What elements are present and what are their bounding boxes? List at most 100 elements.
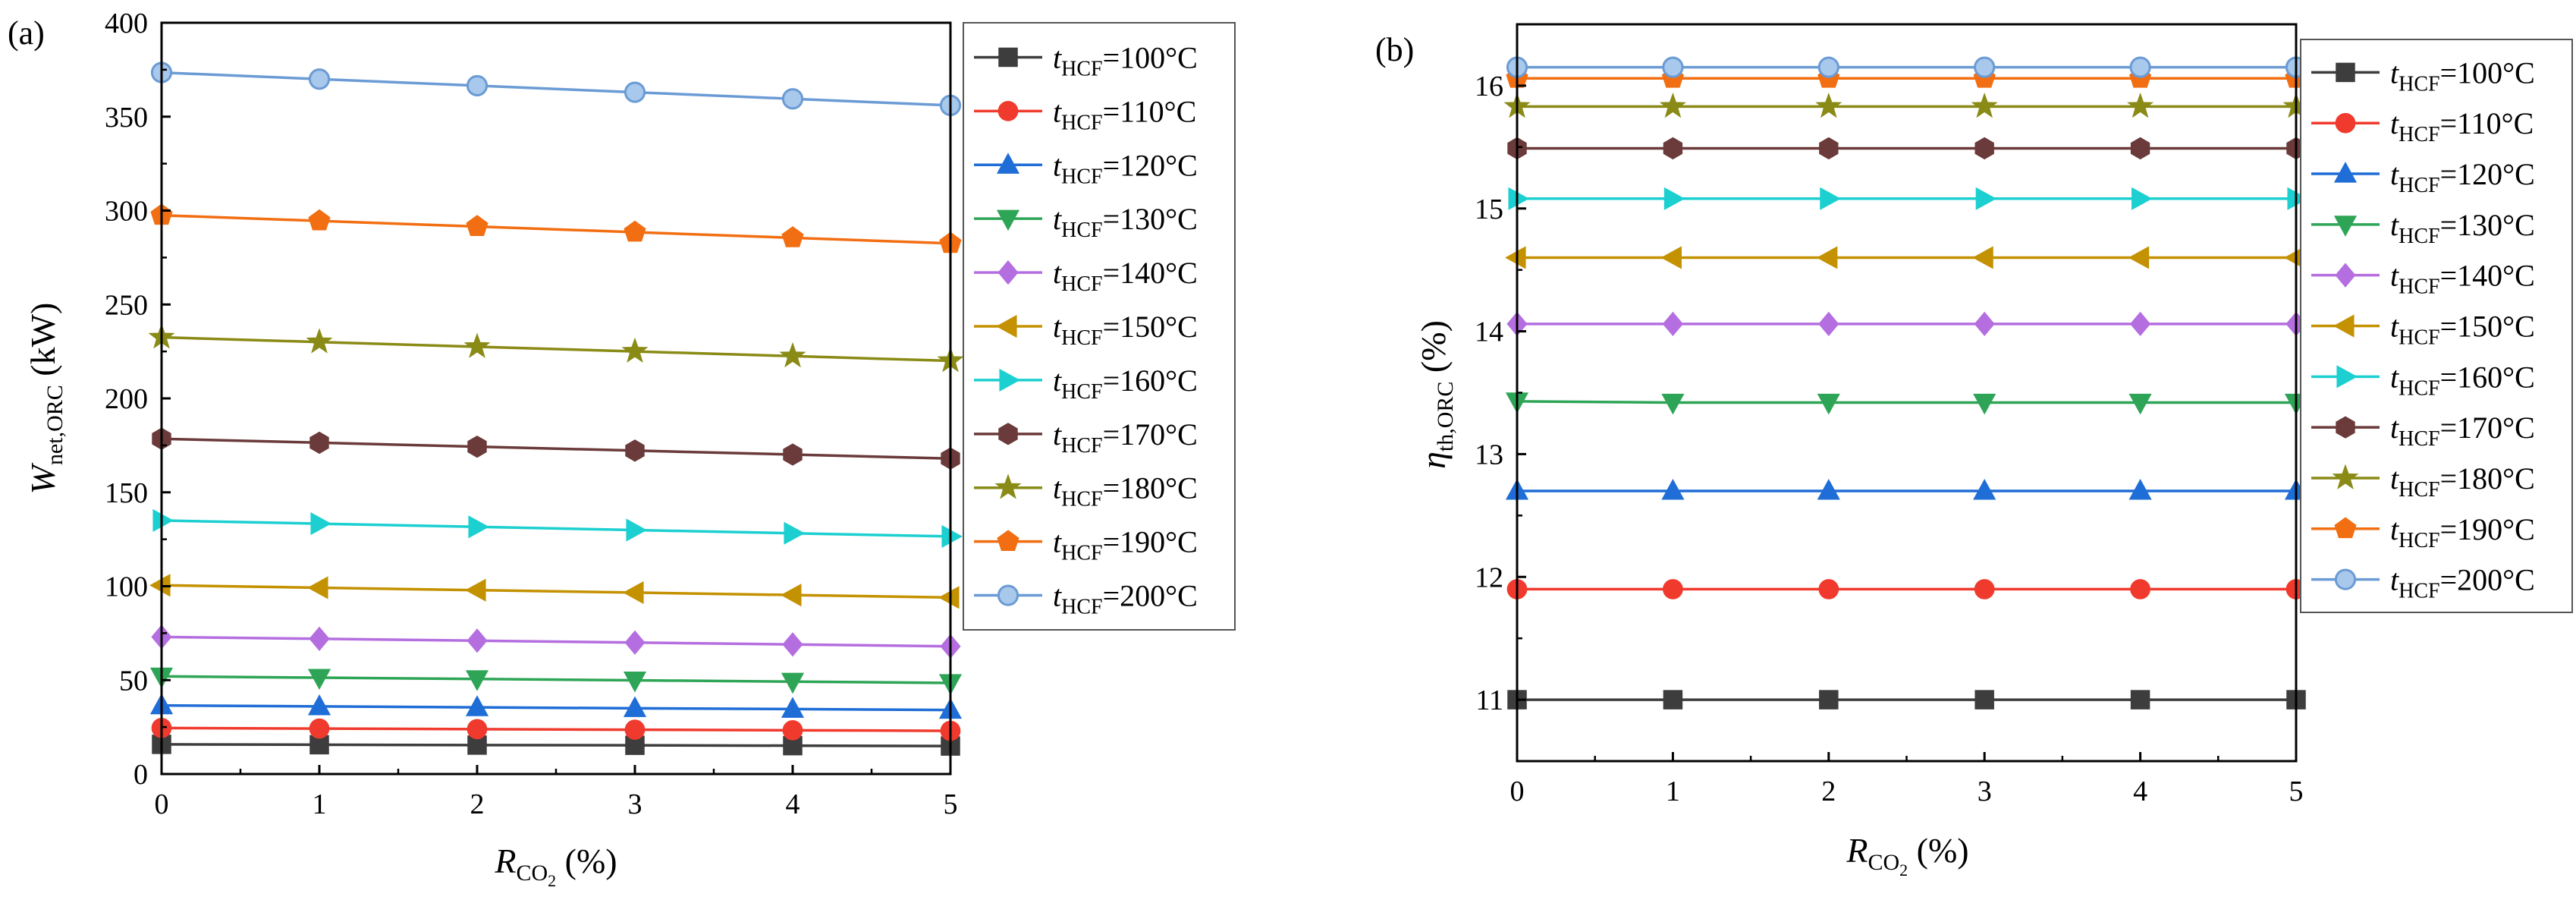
y-tick-label: 50	[119, 665, 148, 697]
data-point	[307, 669, 331, 690]
data-point	[467, 628, 488, 653]
y-tick-label: 0	[134, 759, 148, 791]
chart-panel-0: (a)0 1 2 3 4 5050100150200250300350400Wnet,OR…	[8, 8, 1236, 890]
data-point	[2127, 93, 2154, 118]
data-point	[307, 576, 328, 599]
legend-label: tHCF=130°C	[2390, 208, 2535, 248]
data-point	[938, 586, 960, 609]
legend-entry: tHCF=200°C	[974, 579, 1198, 619]
legend-entry: tHCF=140°C	[974, 256, 1198, 296]
data-point	[309, 431, 329, 455]
x-tick-label: 5	[944, 788, 958, 820]
legend-entry: tHCF=160°C	[2311, 360, 2535, 400]
legend-entry: tHCF=200°C	[2311, 563, 2535, 603]
y-tick-label: 300	[105, 196, 148, 228]
legend-marker	[2334, 568, 2357, 590]
y-axis-title: ηth,ORC (%)	[1414, 320, 1458, 469]
data-point	[2131, 187, 2153, 210]
y-tick-label: 250	[105, 289, 148, 321]
series-7	[1507, 137, 2306, 160]
y-tick-label: 15	[1475, 194, 1503, 225]
data-point	[1974, 56, 1996, 78]
series-2	[149, 693, 963, 719]
data-point	[783, 443, 803, 466]
series-line	[161, 703, 951, 712]
data-point	[1815, 93, 1842, 118]
data-point	[1817, 56, 1839, 78]
data-point	[1974, 311, 1995, 337]
data-point	[2287, 187, 2308, 210]
data-point	[1974, 690, 1994, 710]
legend-label: tHCF=130°C	[1053, 202, 1198, 242]
data-point	[468, 515, 489, 539]
legend-label: tHCF=180°C	[1053, 471, 1198, 511]
legend-entry: tHCF=180°C	[974, 471, 1198, 511]
plot-frame	[160, 21, 952, 776]
data-point	[2128, 393, 2152, 415]
y-tick-label: 350	[105, 102, 148, 134]
series-6	[152, 508, 963, 548]
data-point	[623, 696, 647, 717]
series-5	[1505, 246, 2305, 269]
legend-label: tHCF=200°C	[2390, 563, 2535, 603]
plot-frame	[1516, 23, 2298, 763]
data-point	[1973, 393, 1996, 415]
data-point	[466, 215, 488, 236]
series-10	[1506, 56, 2307, 78]
data-point	[465, 578, 486, 602]
data-point	[781, 226, 804, 247]
data-point	[784, 521, 805, 545]
series-line	[161, 335, 951, 363]
data-point	[2128, 246, 2150, 269]
series-0	[1507, 690, 2306, 710]
legend-label: tHCF=160°C	[2390, 360, 2535, 400]
data-point	[463, 332, 491, 358]
legend-marker	[2336, 365, 2358, 389]
data-point	[1975, 187, 1997, 210]
legend-marker	[2335, 112, 2356, 134]
data-point	[624, 220, 646, 242]
legend-entry: tHCF=190°C	[974, 525, 1198, 565]
data-point	[1505, 246, 1526, 269]
data-point	[624, 719, 646, 740]
data-point	[782, 632, 803, 657]
legend-entry: tHCF=110°C	[974, 94, 1196, 134]
x-tick-label: 0	[1510, 776, 1525, 807]
data-point	[1818, 311, 1839, 337]
y-tick-label: 100	[105, 571, 148, 603]
legend-label: tHCF=100°C	[1053, 40, 1198, 80]
legend-entry: tHCF=130°C	[974, 202, 1198, 242]
legend-marker	[996, 209, 1020, 231]
x-tick-label: 1	[1666, 776, 1680, 807]
series-line	[1516, 400, 2296, 404]
legend-marker	[2333, 216, 2358, 237]
legend-entry: tHCF=150°C	[2311, 310, 2535, 350]
data-point	[307, 694, 331, 716]
data-point	[2130, 690, 2150, 710]
x-axis-title: RCO2 (%)	[494, 842, 617, 890]
series-line	[161, 519, 951, 538]
legend-label: tHCF=150°C	[2390, 310, 2535, 350]
x-tick-label: 2	[1821, 776, 1836, 807]
data-point	[308, 209, 331, 231]
y-tick-label: 400	[105, 8, 148, 39]
series-line	[161, 71, 951, 107]
data-point	[779, 341, 806, 368]
legend-marker	[996, 314, 1017, 338]
panel-label: (a)	[8, 14, 45, 52]
legend-entry: tHCF=100°C	[2311, 55, 2535, 96]
data-point	[1663, 579, 1683, 599]
x-tick-label: 2	[470, 788, 485, 820]
legend-label: tHCF=100°C	[2390, 55, 2535, 96]
data-point	[309, 718, 330, 739]
data-point	[1661, 393, 1685, 415]
legend-label: tHCF=110°C	[2390, 106, 2534, 146]
data-point	[941, 524, 963, 548]
series-5	[149, 574, 960, 609]
series-10	[150, 61, 962, 116]
x-tick-label: 0	[155, 788, 169, 820]
data-point	[781, 584, 802, 607]
data-point	[1662, 311, 1683, 337]
data-point	[1972, 246, 1993, 269]
